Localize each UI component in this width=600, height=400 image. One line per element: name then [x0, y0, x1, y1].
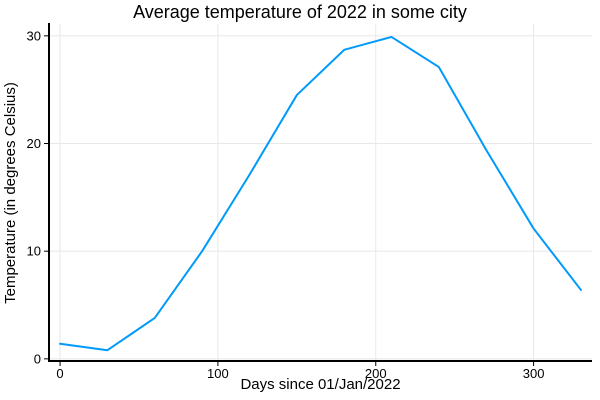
gridlines-layer: [49, 24, 592, 361]
temperature-series-layer: [59, 35, 582, 352]
x-tick-label: 0: [56, 366, 63, 381]
y-tick-label: 10: [27, 244, 41, 259]
y-axis-label: Temperature (in degrees Celsius): [2, 82, 19, 304]
temperature-line: [59, 35, 582, 352]
y-tick-label: 20: [27, 136, 41, 151]
x-tick-label: 300: [523, 366, 545, 381]
x-tick-label: 200: [365, 366, 387, 381]
axes-layer: 0 100 200 300 0 10 20 30: [27, 23, 592, 381]
y-tick-label: 30: [27, 28, 41, 43]
x-axis-label: Days since 01/Jan/2022: [240, 376, 401, 393]
chart-title: Average temperature of 2022 in some city: [133, 2, 467, 22]
y-tick-label: 0: [34, 351, 41, 366]
x-tick-label: 100: [207, 366, 229, 381]
